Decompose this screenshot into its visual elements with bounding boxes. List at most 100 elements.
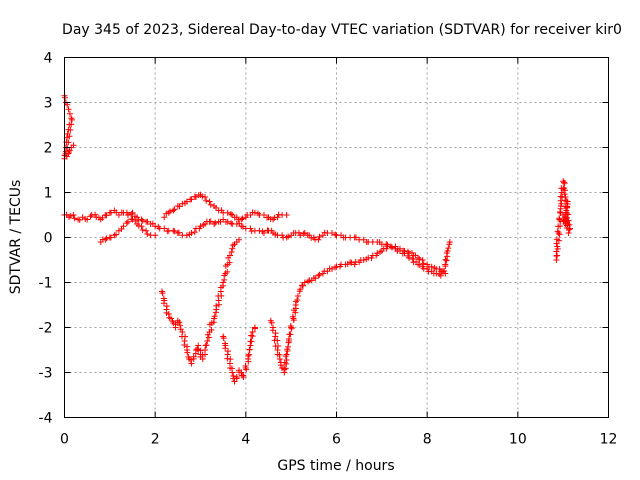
data-point [113, 231, 120, 238]
data-point [419, 257, 426, 263]
data-point [203, 342, 210, 349]
data-point [295, 229, 302, 236]
data-point [176, 319, 183, 326]
data-point [213, 204, 220, 211]
data-point [155, 223, 162, 230]
data-point [103, 235, 110, 242]
data-point [233, 374, 240, 380]
data-point [443, 257, 450, 264]
data-point [297, 232, 304, 239]
data-point [557, 193, 564, 200]
x-tick-label: 8 [423, 432, 432, 448]
data-point [152, 232, 159, 239]
data-point [564, 209, 571, 216]
data-point [224, 268, 231, 275]
data-point [245, 352, 252, 359]
data-point [176, 203, 183, 210]
y-tick-label: 4 [44, 51, 53, 67]
data-point [187, 356, 194, 363]
data-point [228, 248, 235, 255]
data-point [194, 346, 201, 353]
data-point [312, 275, 319, 282]
x-tick-label: 6 [332, 432, 341, 448]
x-axis-label: GPS time / hours [277, 458, 394, 474]
data-point [297, 286, 304, 293]
data-point [348, 259, 355, 266]
data-point [274, 214, 281, 221]
data-point [444, 248, 451, 254]
data-point [360, 257, 367, 263]
data-point [212, 219, 219, 226]
data-point [229, 245, 236, 252]
data-point [396, 248, 403, 254]
data-point [260, 212, 267, 218]
data-point [554, 228, 561, 235]
y-axis-label: SDTVAR / TECUs [8, 180, 24, 295]
data-point [558, 200, 565, 207]
data-point [389, 244, 396, 251]
series-main-band [61, 207, 449, 277]
data-point [207, 201, 214, 208]
data-point [555, 223, 562, 230]
data-point [227, 210, 234, 217]
data-point [213, 302, 220, 309]
data-point [368, 255, 375, 262]
data-point [120, 223, 127, 230]
data-point [175, 229, 182, 236]
data-point [183, 198, 190, 205]
data-point [260, 230, 267, 236]
data-point [276, 356, 283, 362]
data-point [316, 233, 323, 240]
data-point [561, 179, 568, 186]
data-point [301, 279, 308, 286]
data-point [229, 369, 236, 376]
data-point [70, 212, 77, 218]
data-point [315, 272, 322, 279]
data-point [406, 254, 413, 261]
data-point [553, 236, 560, 243]
data-point [272, 333, 279, 340]
data-point [161, 214, 168, 221]
data-point [124, 212, 131, 218]
data-point [424, 266, 431, 272]
data-point [294, 296, 301, 303]
series-deep-cluster-1 [158, 236, 243, 367]
data-point [316, 271, 323, 278]
grid-lines [64, 57, 609, 418]
data-point [564, 198, 571, 205]
data-point [553, 248, 560, 255]
data-point [191, 229, 198, 236]
data-point [360, 236, 367, 243]
data-point [87, 213, 94, 220]
data-point [415, 254, 422, 261]
data-point [220, 216, 227, 223]
data-point [70, 142, 77, 149]
x-tick-label: 10 [509, 432, 527, 448]
data-point [283, 357, 290, 364]
data-point [554, 243, 561, 250]
data-point [211, 313, 218, 320]
data-point [240, 372, 247, 379]
y-tick-label: -2 [39, 321, 53, 337]
y-tick-label: 3 [44, 96, 53, 112]
data-point [328, 266, 335, 272]
data-point [220, 335, 227, 342]
data-point [183, 232, 190, 239]
data-point [285, 335, 292, 342]
data-point [238, 216, 245, 223]
series-deep-cluster-3 [267, 239, 453, 376]
data-point [220, 279, 227, 286]
data-point [246, 346, 253, 353]
x-tick-label: 2 [151, 432, 160, 448]
series-early-high [61, 92, 77, 162]
data-point [289, 313, 296, 320]
data-point [387, 243, 394, 250]
data-point [152, 223, 159, 230]
data-point [285, 233, 292, 240]
data-point [138, 223, 145, 230]
data-point [561, 191, 568, 198]
data-point [561, 180, 568, 187]
data-point [228, 220, 235, 227]
data-point [113, 209, 120, 216]
